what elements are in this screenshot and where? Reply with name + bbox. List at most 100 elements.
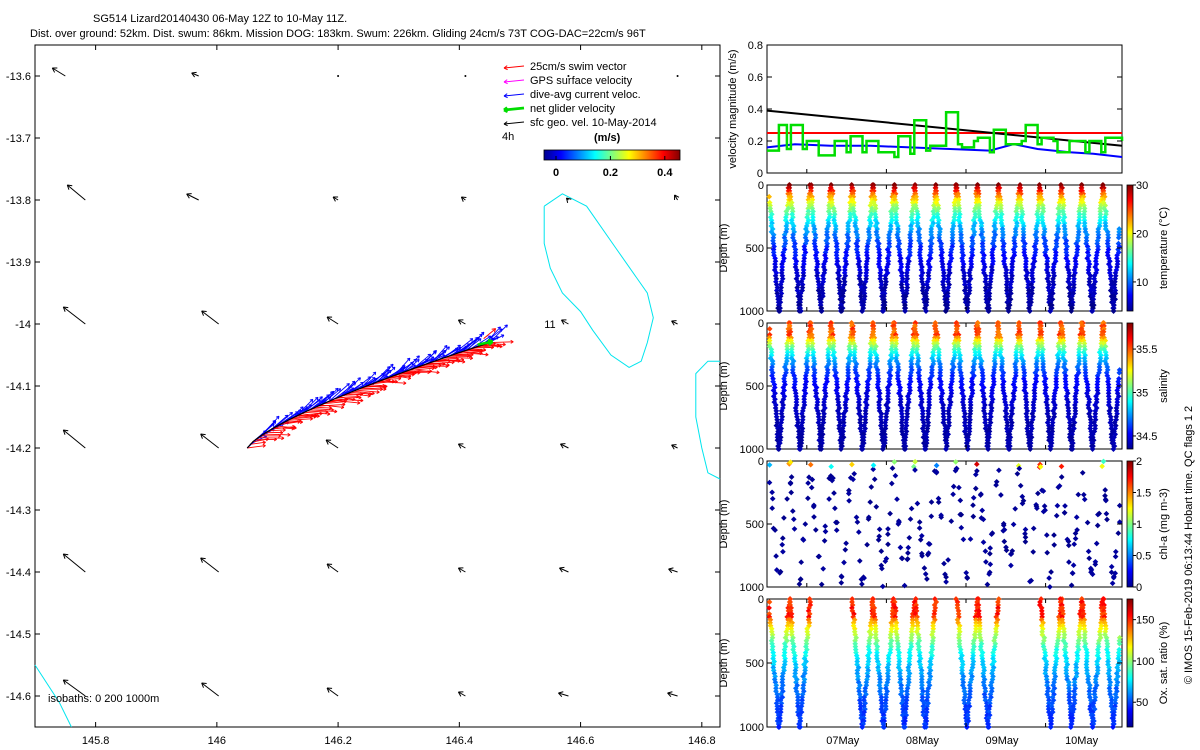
section-marker xyxy=(1061,509,1068,516)
section-markers xyxy=(766,182,1123,314)
swim-vector-arrow xyxy=(331,399,361,405)
section-marker xyxy=(859,308,865,314)
section-marker xyxy=(960,536,967,543)
section-marker xyxy=(786,185,793,191)
section-marker xyxy=(980,539,987,546)
swim-vector-arrow-shaft xyxy=(268,429,286,432)
section-marker xyxy=(948,518,955,525)
section-marker xyxy=(805,480,811,486)
dac-arrow-shaft xyxy=(301,397,319,414)
dac-arrow-shaft xyxy=(451,338,474,356)
section-marker xyxy=(935,495,942,502)
swim-vector-arrow-shaft xyxy=(347,392,371,397)
swim-vector-arrow-head xyxy=(328,405,332,409)
section-y-label: Depth (m) xyxy=(718,500,730,549)
section-marker xyxy=(973,461,980,468)
section-marker xyxy=(912,323,918,329)
section-marker xyxy=(1075,491,1082,498)
map-x-tick-label: 146.4 xyxy=(446,735,474,747)
velocity-y-tick-label: 0.8 xyxy=(748,40,763,52)
geo-velocity-arrow xyxy=(186,193,199,201)
swim-vector-arrow xyxy=(285,420,303,424)
section-marker xyxy=(921,446,928,452)
geo-velocity-arrow-head xyxy=(186,193,190,199)
geo-velocity-arrow-head xyxy=(457,691,462,697)
dac-arrow-head xyxy=(275,415,280,418)
section-marker xyxy=(805,495,811,502)
section-marker xyxy=(958,231,964,238)
section-marker xyxy=(818,446,825,452)
section-marker xyxy=(905,544,912,551)
section-marker xyxy=(1035,214,1042,221)
title-line-2: Dist. over ground: 52km. Dist. swum: 86k… xyxy=(30,28,646,40)
section-marker xyxy=(1071,281,1077,288)
section-marker xyxy=(904,264,911,270)
section-marker xyxy=(1030,549,1037,555)
dac-arrow-shaft xyxy=(489,324,508,343)
swim-vector-arrow-head xyxy=(293,425,297,429)
geo-velocity-arrow-head xyxy=(62,306,66,312)
legend-arrow-head xyxy=(503,79,508,83)
section-marker xyxy=(887,223,894,229)
dac-arrow-shaft xyxy=(432,345,448,363)
legend-arrow xyxy=(503,106,525,113)
section-marker xyxy=(1041,226,1048,232)
swim-vector-arrow-head xyxy=(462,359,466,363)
section-marker xyxy=(939,261,946,267)
section-marker xyxy=(916,519,923,525)
section-marker xyxy=(950,491,956,498)
section-marker xyxy=(1102,214,1108,221)
section-y-tick-label: 0 xyxy=(758,318,764,330)
section-marker xyxy=(1108,563,1115,570)
section-marker xyxy=(878,548,885,555)
section-marker xyxy=(831,490,837,496)
geo-velocity-arrow-shaft xyxy=(458,691,466,697)
swim-vector-arrow-shaft xyxy=(410,369,440,374)
section-marker xyxy=(979,507,986,514)
section-y-tick-label: 500 xyxy=(746,519,764,531)
section-marker xyxy=(892,472,899,479)
swim-vector-arrow-shaft xyxy=(247,445,266,449)
dac-arrow xyxy=(404,359,420,372)
section-marker xyxy=(895,361,901,367)
section-colorbar xyxy=(1126,184,1134,312)
section-marker xyxy=(967,536,974,542)
section-marker xyxy=(871,476,878,483)
dac-arrow-shaft xyxy=(274,412,293,428)
dac-arrow-shaft xyxy=(309,394,330,411)
dac-arrow-head xyxy=(386,366,391,368)
section-marker xyxy=(1058,463,1065,470)
swim-vector-arrow-head xyxy=(334,409,338,412)
section-marker xyxy=(912,458,918,465)
swim-vector-arrow xyxy=(258,436,285,441)
section-marker xyxy=(905,550,911,556)
section-marker xyxy=(822,523,829,530)
section-marker xyxy=(776,308,782,314)
geo-velocity-arrow-head xyxy=(201,310,204,316)
swim-vector-arrow-head xyxy=(360,398,364,401)
geo-velocity-arrow-head xyxy=(460,196,464,202)
swim-vector-arrow-shaft xyxy=(309,409,338,413)
swim-vector-arrow-head xyxy=(502,342,506,345)
section-marker xyxy=(882,422,889,429)
geo-velocity-arrow xyxy=(66,184,86,201)
velocity-panel: 00.20.40.60.8 velocity magnitude (m/s) xyxy=(727,40,1124,180)
legend-arrow-head xyxy=(503,81,508,85)
geo-velocity-arrow-head xyxy=(326,563,330,569)
swim-vector-arrow-shaft xyxy=(429,362,450,366)
dac-arrow-head xyxy=(406,357,411,360)
section-marker xyxy=(1075,234,1081,241)
section-marker xyxy=(946,419,952,426)
section-marker xyxy=(979,234,986,241)
geo-velocity-arrow-head xyxy=(66,184,70,190)
section-marker xyxy=(854,519,861,525)
dac-arrow xyxy=(342,377,361,396)
section-marker xyxy=(797,446,804,452)
section-marker xyxy=(820,565,827,572)
legend-label: net glider velocity xyxy=(530,103,615,115)
section-marker xyxy=(1073,514,1080,521)
section-marker xyxy=(818,581,825,588)
section-marker xyxy=(826,337,832,344)
swim-vector-arrow xyxy=(394,375,412,380)
